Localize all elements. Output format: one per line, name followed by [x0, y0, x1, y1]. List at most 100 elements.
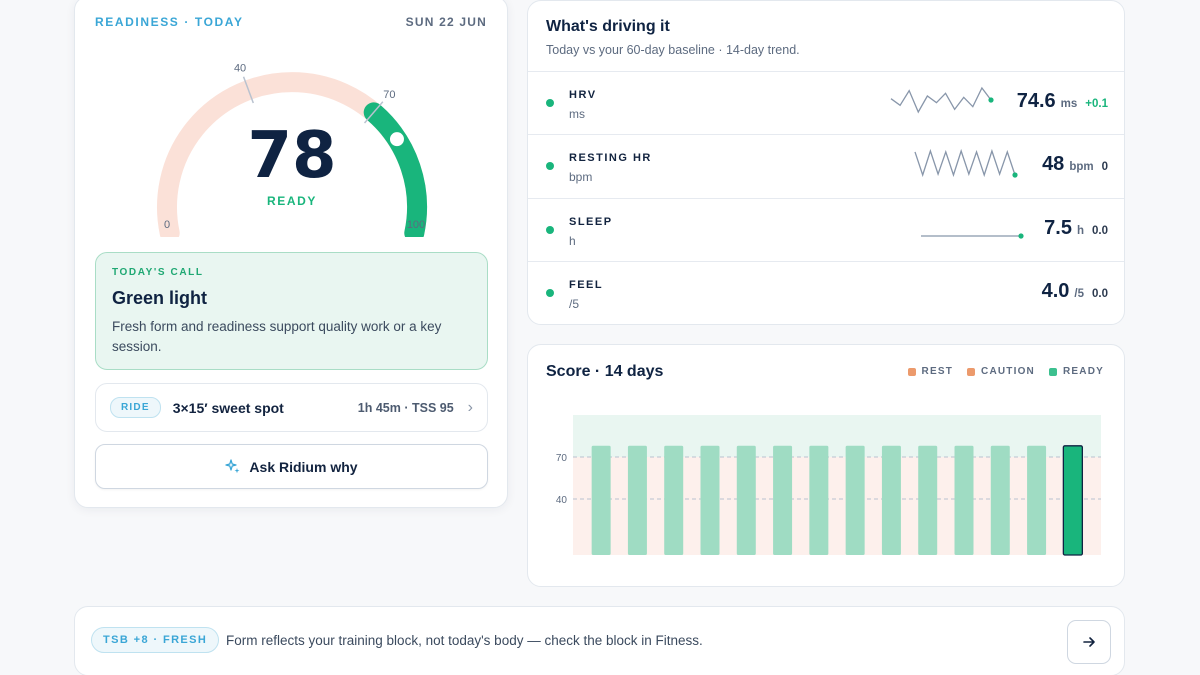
legend-label: READY [1062, 366, 1104, 377]
footer-text: Form reflects your training block, not t… [226, 633, 703, 648]
driver-unit: /5 [569, 297, 580, 311]
rest-zone [573, 457, 1101, 555]
gauge-label-min: 0 [164, 219, 170, 231]
score-bar-chart: 70 40 [556, 415, 1101, 556]
driver-value-unit: bpm [1069, 161, 1094, 173]
y-tick-label: 70 [556, 453, 568, 464]
score-bar [664, 445, 684, 555]
sparkline-end-dot [1018, 233, 1024, 239]
score-bar [918, 445, 938, 555]
score-bar [845, 445, 865, 555]
score-bar-today [1062, 445, 1084, 556]
readiness-gauge: 40 70 0 100 78 READY [157, 62, 428, 237]
drivers-card: What's driving it Today vs your 60-day b… [527, 0, 1125, 325]
driver-value-number: 74.6 [1016, 90, 1056, 112]
driver-row-resting-hr[interactable]: RESTING HR bpm 48 bpm 0 [528, 134, 1124, 197]
arrow-right-icon [1083, 637, 1095, 647]
driver-value-number: 48 [1042, 153, 1065, 175]
session-row[interactable]: RIDE 3×15′ sweet spot 1h 45m · TSS 95 › [95, 383, 488, 432]
sparkline-end-dot [1012, 172, 1018, 178]
driver-delta: +0.1 [1085, 98, 1108, 110]
chevron-right-icon: › [467, 398, 473, 416]
todays-call-box: TODAY'S CALL Green light Fresh form and … [95, 252, 488, 370]
driver-sparkline [890, 86, 994, 114]
driver-name: SLEEP [569, 216, 613, 228]
readiness-score: 78 [247, 119, 336, 193]
drivers-title: What's driving it [546, 18, 670, 35]
ask-ridium-label: Ask Ridium why [249, 458, 358, 475]
readiness-status: READY [267, 194, 317, 208]
gauge-label-max: 100 [407, 219, 425, 231]
driver-delta: 0.0 [1092, 288, 1108, 300]
gauge-marker [387, 130, 406, 149]
driver-name: FEEL [569, 279, 604, 291]
score-bar [809, 445, 829, 555]
gauge-fill [363, 102, 428, 237]
driver-row-feel[interactable]: FEEL /5 4.0 /5 0.0 [528, 261, 1124, 324]
score-bar [700, 445, 720, 555]
legend-label: CAUTION [981, 366, 1035, 377]
score-bar [954, 445, 974, 555]
driver-value-number: 4.0 [1041, 280, 1070, 302]
score-card: Score · 14 days REST CAUTION READY 70 40 [527, 344, 1125, 587]
driver-row-hrv[interactable]: HRV ms 74.6 ms +0.1 [528, 71, 1124, 134]
todays-call-text: Fresh form and readiness support quality… [112, 319, 442, 354]
sparkline-end-dot [988, 97, 994, 103]
driver-value: 7.5 h 0.0 [1044, 217, 1108, 240]
todays-call-title: Green light [112, 288, 208, 308]
gauge-label-40: 40 [234, 62, 246, 74]
session-type-badge: RIDE [110, 397, 161, 418]
legend-swatch [1048, 367, 1057, 376]
score-bar [773, 445, 793, 555]
ask-ridium-button[interactable]: Ask Ridium why [95, 444, 488, 489]
sparkline-path [914, 148, 1016, 178]
sparkle-icon [225, 458, 240, 473]
status-dot [546, 99, 554, 107]
todays-call-kicker: TODAY'S CALL [112, 267, 204, 278]
score-legend: REST CAUTION READY [907, 366, 1104, 377]
score-bar [881, 445, 901, 555]
driver-value-number: 7.5 [1044, 217, 1072, 239]
session-name: 3×15′ sweet spot [172, 399, 284, 416]
driver-value: 74.6 ms +0.1 [1017, 90, 1108, 113]
driver-sparkline [921, 233, 1024, 239]
driver-delta: 0.0 [1092, 225, 1108, 237]
driver-name: RESTING HR [569, 152, 652, 164]
sparkline-path [890, 86, 992, 114]
status-dot [546, 289, 554, 297]
form-footer-card: TSB +8 · FRESH Form reflects your traini… [74, 606, 1125, 675]
driver-row-sleep[interactable]: SLEEP h 7.5 h 0.0 [528, 198, 1124, 261]
open-fitness-button[interactable] [1067, 620, 1111, 664]
legend-item-rest: REST [907, 366, 954, 377]
legend-swatch [907, 367, 916, 376]
score-bar [990, 445, 1010, 555]
session-meta: 1h 45m · TSS 95 [357, 400, 454, 415]
driver-unit: h [569, 234, 576, 248]
y-tick-label: 40 [556, 495, 568, 506]
driver-name: HRV [569, 89, 597, 101]
tsb-badge: TSB +8 · FRESH [91, 627, 220, 653]
driver-sparkline [914, 148, 1018, 178]
legend-swatch [967, 367, 976, 376]
score-bar [591, 445, 611, 555]
legend-item-caution: CAUTION [967, 366, 1035, 377]
readiness-title: READINESS · TODAY [95, 15, 244, 29]
driver-value: 48 bpm 0 [1042, 153, 1108, 176]
status-dot [546, 226, 554, 234]
gauge-tick-40 [242, 76, 255, 104]
score-chart-title: Score · 14 days [546, 363, 664, 380]
score-bar [627, 445, 647, 555]
score-bar [1027, 445, 1047, 555]
driver-value-unit: h [1076, 225, 1084, 237]
score-bar [736, 445, 756, 555]
driver-delta: 0 [1101, 161, 1108, 173]
legend-item-ready: READY [1048, 366, 1104, 377]
legend-label: REST [921, 366, 954, 377]
driver-unit: ms [569, 107, 585, 121]
ready-zone [573, 415, 1101, 457]
readiness-date: SUN 22 JUN [405, 15, 487, 29]
gauge-tick-70 [363, 101, 384, 124]
driver-value-unit: ms [1060, 98, 1078, 110]
gauge-label-70: 70 [383, 89, 395, 101]
driver-value-unit: /5 [1074, 288, 1084, 300]
